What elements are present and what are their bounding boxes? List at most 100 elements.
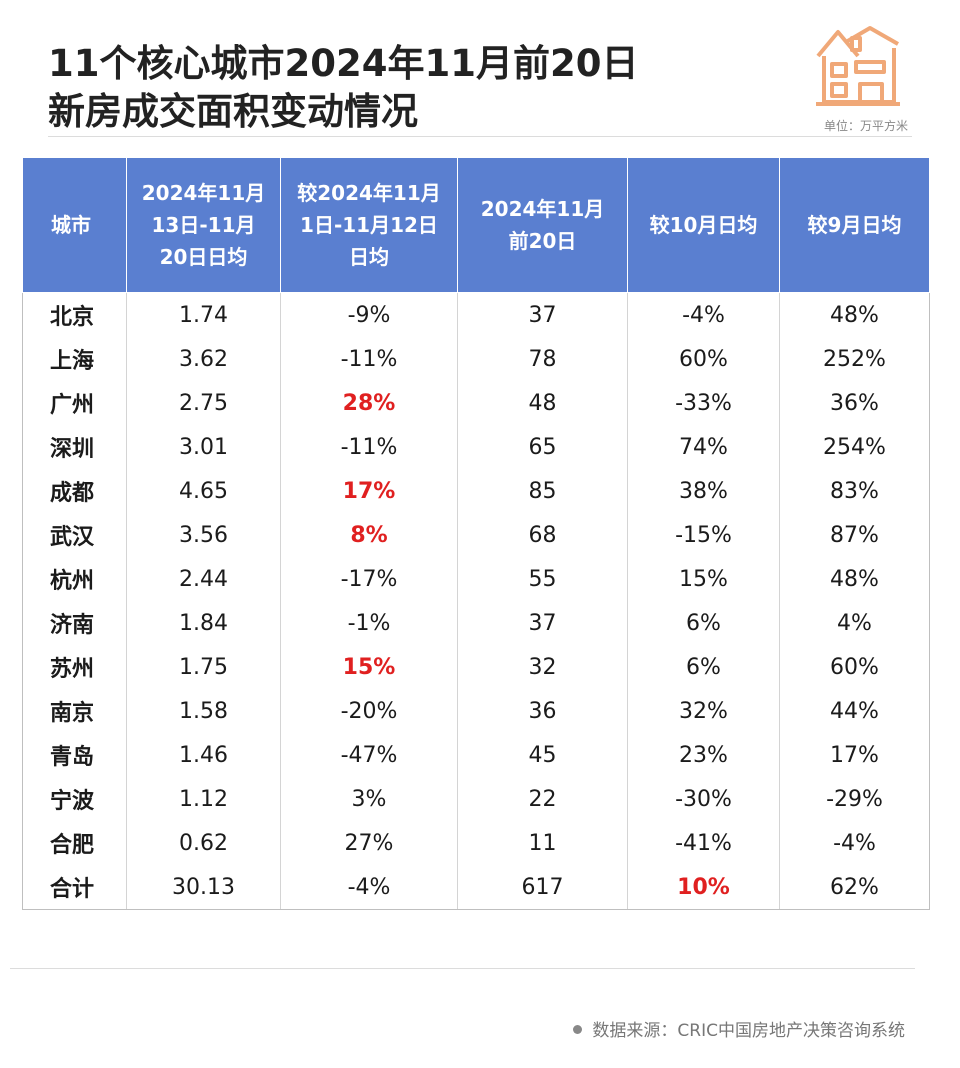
value-cell: 17%	[830, 742, 879, 768]
value-cell: 3.56	[126, 513, 281, 557]
value-cell: 28%	[280, 381, 458, 425]
table-row: 南京 1.58 -20% 36 32% 44%	[22, 689, 930, 733]
city-cell: 武汉	[22, 513, 127, 557]
city-cell: 苏州	[22, 645, 127, 689]
table-row: 合肥 0.62 27% 11 -41% -4%	[22, 821, 930, 865]
value-cell: 15%	[627, 557, 780, 601]
value-cell: 10%	[627, 865, 780, 910]
table-row: 济南 1.84 -1% 37 6% 4%	[22, 601, 930, 645]
city-cell: 成都	[22, 469, 127, 513]
value-cell: 617	[457, 865, 628, 910]
value-cell: -41%	[627, 821, 780, 865]
city-cell: 合肥	[22, 821, 127, 865]
city-cell: 广州	[22, 381, 127, 425]
column-header-line: 日均	[349, 245, 389, 269]
house-icon	[816, 26, 900, 106]
column-header: 城市	[22, 157, 127, 293]
value-cell: 60%	[830, 654, 879, 680]
value-cell: 48	[457, 381, 628, 425]
value-cell: 8%	[280, 513, 458, 557]
value-cell: 62%	[779, 865, 930, 910]
value-cell: 23%	[627, 733, 780, 777]
city-cell: 北京	[22, 292, 127, 337]
value-cell: 32	[457, 645, 628, 689]
table-row: 武汉 3.56 8% 68 -15% 87%	[22, 513, 930, 557]
value-cell: 48%	[830, 302, 879, 328]
table-row: 深圳 3.01 -11% 65 74% 254%	[22, 425, 930, 469]
top-divider	[48, 136, 912, 137]
value-cell: 17%	[280, 469, 458, 513]
unit-label: 单位：万平方米	[823, 119, 908, 133]
value-cell: -29%	[826, 786, 883, 812]
city-cell: 杭州	[22, 557, 127, 601]
column-header: 2024年11月 13日-11月 20日日均	[126, 157, 281, 293]
value-cell: 3.62	[126, 337, 281, 381]
title-line-2: 新房成交面积变动情况	[48, 90, 418, 133]
value-cell: 30.13	[126, 865, 281, 910]
column-header-line: 20日日均	[159, 245, 248, 269]
value-cell: 36%	[830, 390, 879, 416]
value-cell: -33%	[627, 381, 780, 425]
value-cell: -20%	[280, 689, 458, 733]
value-cell: -1%	[280, 601, 458, 645]
value-cell: 65	[457, 425, 628, 469]
value-cell: 6%	[627, 601, 780, 645]
value-cell: 27%	[280, 821, 458, 865]
title-line-1: 11个核心城市2024年11月前20日	[48, 42, 639, 85]
value-cell: -4%	[627, 292, 780, 337]
city-cell: 青岛	[22, 733, 127, 777]
value-cell: 1.58	[126, 689, 281, 733]
value-cell: 45	[457, 733, 628, 777]
table-row: 杭州 2.44 -17% 55 15% 48%	[22, 557, 930, 601]
value-cell: 78	[457, 337, 628, 381]
city-cell: 深圳	[22, 425, 127, 469]
column-header-line: 较2024年11月	[297, 181, 441, 205]
table-header-row: 城市 2024年11月 13日-11月 20日日均 较2024年11月 1日-11月12日…	[22, 157, 930, 293]
value-cell: 252%	[823, 346, 886, 372]
column-header: 2024年11月 前20日	[457, 157, 628, 293]
city-cell: 合计	[22, 865, 127, 910]
column-header-line: 13日-11月	[151, 213, 256, 237]
value-cell: -11%	[280, 337, 458, 381]
value-cell: 1.84	[126, 601, 281, 645]
column-header-line: 城市	[51, 213, 91, 237]
bottom-divider	[10, 968, 915, 969]
city-cell: 宁波	[22, 777, 127, 821]
city-cell: 上海	[22, 337, 127, 381]
value-cell: 44%	[830, 698, 879, 724]
value-cell: -30%	[627, 777, 780, 821]
value-cell: -15%	[627, 513, 780, 557]
table-row: 广州 2.75 28% 48 -33% 36%	[22, 381, 930, 425]
column-header: 较9月日均	[779, 157, 930, 293]
value-cell: -4%	[833, 830, 876, 856]
page-title: 11个核心城市2024年11月前20日 新房成交面积变动情况	[48, 40, 638, 136]
city-cell: 南京	[22, 689, 127, 733]
value-cell: 4.65	[126, 469, 281, 513]
table-row: 北京 1.74 -9% 37 -4% 48%	[22, 292, 930, 337]
value-cell: 37	[457, 292, 628, 337]
value-cell: 55	[457, 557, 628, 601]
value-cell: -9%	[280, 292, 458, 337]
column-header: 较10月日均	[627, 157, 780, 293]
value-cell: 38%	[627, 469, 780, 513]
value-cell: 4%	[837, 610, 872, 636]
bullet-dot-icon	[573, 1025, 583, 1034]
value-cell: 2.44	[126, 557, 281, 601]
table-row: 苏州 1.75 15% 32 6% 60%	[22, 645, 930, 689]
column-header-line: 较9月日均	[807, 213, 902, 237]
column-header-line: 1日-11月12日	[300, 213, 438, 237]
value-cell: 32%	[627, 689, 780, 733]
value-cell: 1.12	[126, 777, 281, 821]
column-header: 较2024年11月 1日-11月12日 日均	[280, 157, 458, 293]
value-cell: 11	[457, 821, 628, 865]
value-cell: 15%	[280, 645, 458, 689]
value-cell: 68	[457, 513, 628, 557]
source-text: 数据来源：CRIC中国房地产决策咨询系统	[592, 1021, 905, 1041]
value-cell: -11%	[280, 425, 458, 469]
value-cell: 48%	[830, 566, 879, 592]
value-cell: -17%	[280, 557, 458, 601]
value-cell: 6%	[627, 645, 780, 689]
data-table: 城市 2024年11月 13日-11月 20日日均 较2024年11月 1日-11月12日…	[22, 157, 930, 910]
value-cell: 37	[457, 601, 628, 645]
value-cell: -4%	[280, 865, 458, 910]
